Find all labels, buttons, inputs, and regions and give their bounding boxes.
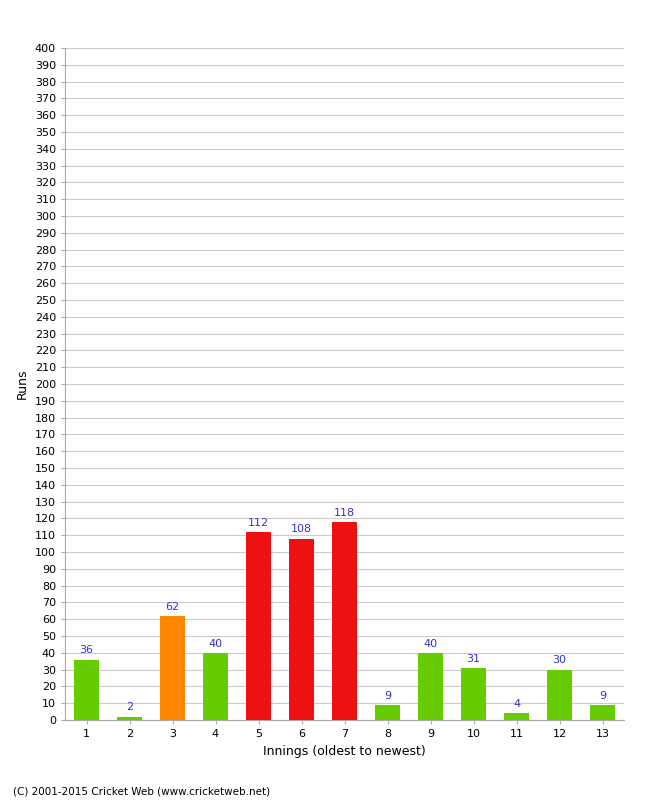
Bar (332, 522, 358, 720)
Bar (289, 538, 315, 720)
Text: 108: 108 (291, 524, 312, 534)
Bar (504, 714, 529, 720)
Text: 118: 118 (334, 507, 355, 518)
Text: 4: 4 (513, 699, 520, 709)
Text: 30: 30 (552, 655, 567, 666)
Bar (73, 659, 99, 720)
Text: 9: 9 (384, 690, 391, 701)
Text: 9: 9 (599, 690, 606, 701)
Bar (116, 717, 142, 720)
Bar (461, 668, 486, 720)
Y-axis label: Runs: Runs (16, 369, 29, 399)
Bar (160, 616, 185, 720)
Text: (C) 2001-2015 Cricket Web (www.cricketweb.net): (C) 2001-2015 Cricket Web (www.cricketwe… (13, 786, 270, 796)
Text: 2: 2 (126, 702, 133, 713)
Text: 36: 36 (79, 646, 94, 655)
Bar (547, 670, 573, 720)
Text: 40: 40 (423, 638, 437, 649)
Bar (590, 705, 616, 720)
Text: 112: 112 (248, 518, 269, 528)
Bar (374, 705, 400, 720)
Text: 31: 31 (467, 654, 480, 664)
Text: 62: 62 (166, 602, 179, 612)
Text: 40: 40 (209, 638, 222, 649)
Bar (417, 653, 443, 720)
X-axis label: Innings (oldest to newest): Innings (oldest to newest) (263, 745, 426, 758)
Bar (246, 532, 272, 720)
Bar (203, 653, 228, 720)
